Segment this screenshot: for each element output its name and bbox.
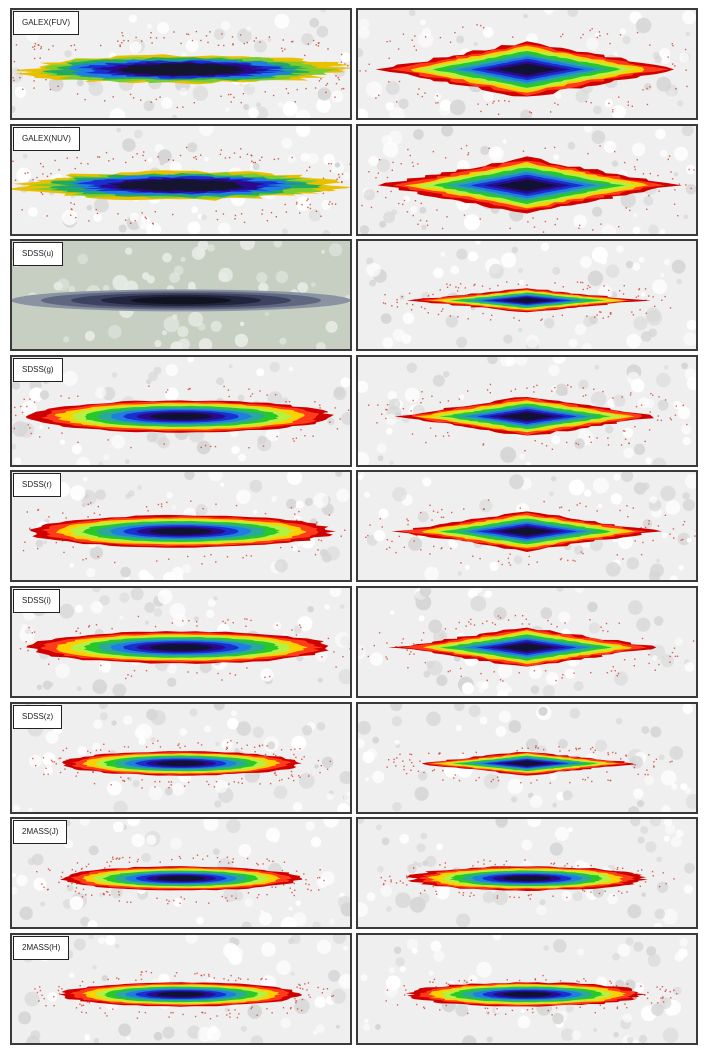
galaxy-patchy — [12, 169, 350, 201]
galaxy-isophotes — [28, 515, 336, 549]
galaxy-image — [12, 241, 350, 350]
galaxy-image — [358, 703, 696, 812]
galaxy-isophotes — [375, 41, 675, 97]
right-panel-8 — [356, 932, 698, 1045]
galaxy-image — [358, 125, 696, 234]
edge-speckle — [13, 385, 350, 449]
galaxy-image — [358, 819, 696, 928]
galaxy-mono — [12, 289, 350, 312]
galaxy-image — [358, 10, 696, 118]
galaxy-isophotes — [406, 866, 648, 892]
galaxy-image — [12, 10, 350, 118]
figure-grid: GALEX(FUV) GALEX(NUV) SDSS(u) SDSS(g) SDSS(r… — [10, 8, 698, 1050]
right-panel-2 — [356, 239, 698, 352]
galaxy-image — [358, 588, 696, 696]
galaxy-isophotes — [405, 982, 647, 1007]
left-panel-7: 2MASS(J) — [10, 817, 352, 930]
right-panel-3 — [356, 354, 698, 467]
right-panel-0 — [356, 8, 698, 120]
galaxy-isophotes — [421, 751, 635, 776]
galaxy-image — [12, 703, 350, 812]
galaxy-isophotes — [406, 288, 652, 313]
left-panel-3: SDSS(g) — [10, 354, 352, 467]
band-label: SDSS(u) — [13, 242, 63, 267]
edge-speckle — [361, 614, 695, 682]
galaxy-image — [12, 819, 350, 928]
right-panel-4 — [356, 470, 698, 583]
band-label: SDSS(i) — [13, 589, 60, 613]
edge-speckle — [22, 500, 346, 565]
galaxy-image — [358, 934, 696, 1043]
band-label: SDSS(z) — [13, 704, 63, 729]
left-panel-8: 2MASS(H) — [10, 932, 352, 1045]
galaxy-image — [12, 588, 350, 696]
left-panel-5: SDSS(i) — [10, 586, 352, 698]
edge-speckle — [12, 30, 349, 109]
left-panel-1: GALEX(NUV) — [10, 123, 352, 236]
galaxy-isophotes — [391, 511, 663, 553]
galaxy-image — [12, 472, 350, 581]
galaxy-isophotes — [388, 627, 657, 667]
right-panel-1 — [356, 123, 698, 236]
edge-speckle — [368, 383, 688, 452]
galaxy-isophotes — [58, 982, 302, 1007]
right-panel-7 — [356, 817, 698, 930]
galaxy-isophotes — [62, 750, 302, 776]
edge-speckle — [386, 744, 673, 784]
left-panel-0: GALEX(FUV) — [10, 8, 352, 120]
band-label: SDSS(r) — [13, 473, 61, 498]
right-panel-5 — [356, 586, 698, 698]
galaxy-image — [12, 934, 350, 1043]
galaxy-patchy — [14, 54, 350, 85]
background-noise — [358, 472, 696, 581]
band-label: 2MASS(J) — [13, 820, 68, 845]
galaxy-image — [12, 356, 350, 465]
galaxy-isophotes — [60, 866, 303, 891]
edge-speckle — [361, 144, 695, 233]
band-label: GALEX(NUV) — [13, 126, 80, 151]
left-panel-6: SDSS(z) — [10, 701, 352, 814]
galaxy-isophotes — [377, 155, 683, 214]
band-label: SDSS(g) — [13, 357, 63, 382]
right-panel-6 — [356, 701, 698, 814]
galaxy-isophotes — [26, 631, 329, 664]
edge-speckle — [380, 859, 675, 900]
left-panel-2: SDSS(u) — [10, 239, 352, 352]
left-panel-4: SDSS(r) — [10, 470, 352, 583]
galaxy-image — [358, 241, 696, 350]
edge-speckle — [36, 854, 325, 905]
galaxy-isophotes — [26, 400, 334, 433]
band-label: 2MASS(H) — [13, 935, 70, 960]
galaxy-image — [358, 472, 696, 581]
galaxy-isophotes — [394, 396, 654, 436]
background-noise — [35, 472, 350, 581]
edge-speckle — [359, 24, 688, 115]
band-label: GALEX(FUV) — [13, 11, 80, 35]
edge-speckle — [365, 499, 696, 567]
galaxy-image — [358, 356, 696, 465]
